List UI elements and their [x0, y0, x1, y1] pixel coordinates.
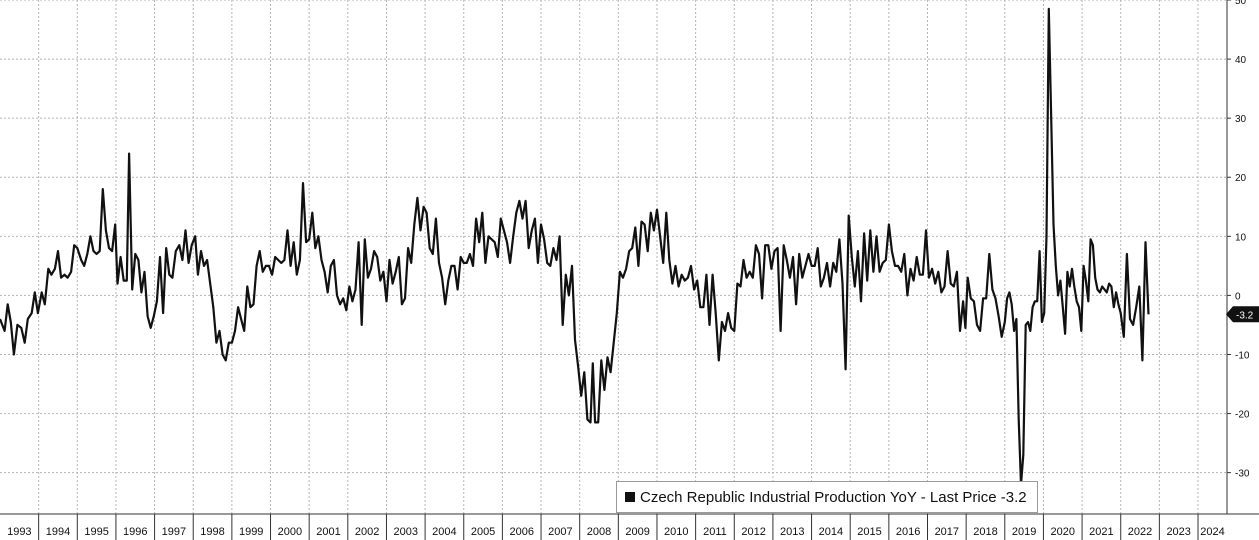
x-tick-label: 1996 — [123, 526, 147, 538]
y-tick-label: -20 — [1235, 410, 1250, 421]
x-tick-label: 2007 — [548, 526, 572, 538]
last-price-label: -3.2 — [1236, 310, 1254, 321]
x-tick-label: 2011 — [703, 526, 727, 538]
x-tick-label: 2017 — [935, 526, 959, 538]
x-tick-label: 2015 — [857, 526, 881, 538]
x-tick-label: 2014 — [819, 526, 843, 538]
x-tick-label: 2009 — [625, 526, 649, 538]
legend-label: Czech Republic Industrial Production YoY… — [640, 488, 1027, 506]
x-axis: 1993 1994 1995 1996 1997 1998 1999 2000 2001 2002… — [0, 513, 1259, 540]
last-price-marker: -3.2 — [1226, 306, 1259, 323]
x-tick-label: 2000 — [278, 526, 302, 538]
x-tick-label: 2005 — [471, 526, 495, 538]
y-tick-label: 0 — [1235, 291, 1241, 302]
x-tick-label: 1998 — [200, 526, 224, 538]
x-tick-label: 2004 — [432, 526, 456, 538]
x-tick-label: 2016 — [896, 526, 920, 538]
x-tick-label: 2021 — [1089, 526, 1113, 538]
y-tick-label: -30 — [1235, 469, 1250, 480]
series-line — [0, 7, 1150, 486]
x-tick-label: 1997 — [162, 526, 186, 538]
x-tick-label: 2012 — [741, 526, 765, 538]
x-tick-label: 1994 — [46, 526, 70, 538]
last-price-tag — [1226, 306, 1259, 323]
y-axis: 50 40 30 20 10 0 -10 -20 -30 — [1226, 0, 1250, 514]
legend: Czech Republic Industrial Production YoY… — [616, 481, 1038, 513]
series-group — [0, 7, 1150, 486]
x-tick-label: 2003 — [394, 526, 418, 538]
x-tick-label: 2002 — [355, 526, 379, 538]
legend-swatch — [625, 492, 635, 502]
x-tick-label: 1995 — [84, 526, 108, 538]
x-tick-label: 2019 — [1012, 526, 1036, 538]
grid-lines — [0, 0, 1227, 514]
y-tick-label: 50 — [1235, 0, 1247, 7]
x-tick-label: 2022 — [1128, 526, 1152, 538]
y-tick-label: 10 — [1235, 232, 1247, 243]
x-tick-label: 1999 — [239, 526, 263, 538]
x-tick-label: 2006 — [509, 526, 533, 538]
y-tick-label: 20 — [1235, 173, 1247, 184]
y-tick-label: 30 — [1235, 114, 1247, 125]
x-tick-label: 1993 — [7, 526, 31, 538]
x-tick-label: 2023 — [1166, 526, 1190, 538]
x-tick-label: 2018 — [973, 526, 997, 538]
x-tick-label: 2001 — [316, 526, 340, 538]
x-tick-label: 2024 — [1200, 526, 1224, 538]
x-tick-label: 2013 — [780, 526, 804, 538]
y-tick-label: -10 — [1235, 350, 1250, 361]
y-tick-label: 40 — [1235, 55, 1247, 66]
x-tick-label: 2020 — [1051, 526, 1075, 538]
x-tick-label: 2010 — [664, 526, 688, 538]
x-tick-label: 2008 — [587, 526, 611, 538]
